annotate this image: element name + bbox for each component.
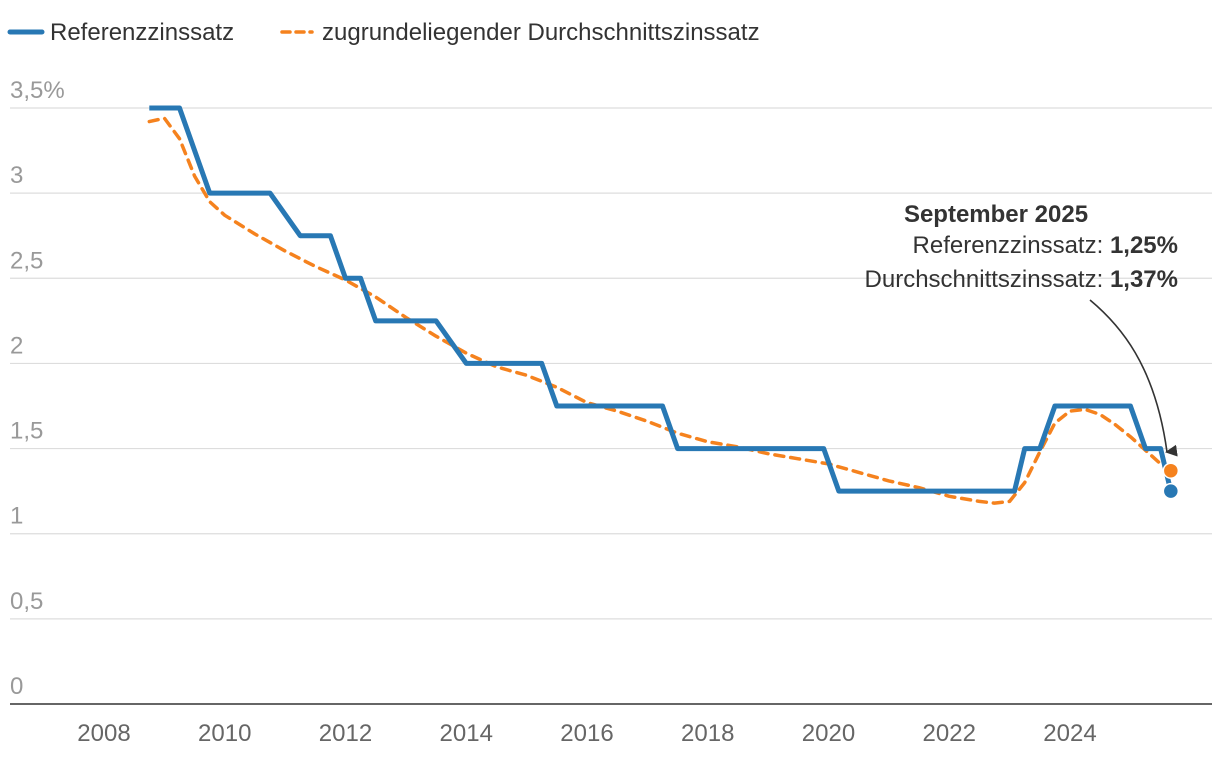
legend-label-durchschnittszinssatz: zugrundeliegender Durchschnittszinssatz	[322, 19, 760, 46]
y-axis-ticks: 0 0,5 1 1,5 2 2,5 3 3,5%	[10, 77, 65, 700]
annotation-referenz-label: Referenzzinssatz:	[913, 232, 1110, 259]
series-line-durchschnittszinssatz	[147, 116, 1173, 505]
x-tick-label: 2014	[440, 720, 493, 747]
series-line-referenzzinssatz	[149, 105, 1174, 494]
x-tick-label: 2020	[802, 720, 855, 747]
grid	[10, 107, 1212, 620]
endpoint-marker-referenzzinssatz	[1162, 482, 1180, 500]
y-tick-label: 2	[10, 332, 23, 359]
legend-label-referenzzinssatz: Referenzzinssatz	[50, 19, 234, 46]
annotation: September 2025 Referenzzinssatz: 1,25% D…	[865, 201, 1178, 457]
y-tick-label: 0	[10, 673, 23, 700]
annotation-durchschnitt-value: 1,37%	[1110, 266, 1178, 293]
annotation-arrow	[1089, 299, 1178, 457]
annotation-line-durchschnittszinssatz: Durchschnittszinssatz: 1,37%	[865, 266, 1178, 293]
series	[147, 105, 1180, 505]
y-tick-label: 1,5	[10, 418, 43, 445]
x-tick-label: 2018	[681, 720, 734, 747]
x-tick-label: 2010	[198, 720, 251, 747]
x-tick-label: 2024	[1043, 720, 1096, 747]
annotation-line-referenzzinssatz: Referenzzinssatz: 1,25%	[913, 232, 1178, 259]
y-tick-label: 0,5	[10, 588, 43, 615]
x-tick-label: 2022	[923, 720, 976, 747]
x-tick-label: 2016	[560, 720, 613, 747]
x-axis-ticks: 2008 2010 2012 2014 2016 2018 2020 2022 2024	[77, 720, 1096, 747]
y-tick-label: 3,5%	[10, 77, 65, 104]
annotation-referenz-value: 1,25%	[1110, 232, 1178, 259]
x-tick-label: 2008	[77, 720, 130, 747]
endpoint-marker-durchschnittszinssatz	[1162, 462, 1180, 479]
annotation-durchschnitt-label: Durchschnittszinssatz:	[865, 266, 1110, 293]
y-tick-label: 2,5	[10, 247, 43, 274]
y-tick-label: 3	[10, 162, 23, 189]
legend: Referenzzinssatz zugrundeliegender Durch…	[7, 19, 760, 46]
y-tick-label: 1	[10, 503, 23, 530]
annotation-title: September 2025	[904, 201, 1088, 228]
x-tick-label: 2012	[319, 720, 372, 747]
